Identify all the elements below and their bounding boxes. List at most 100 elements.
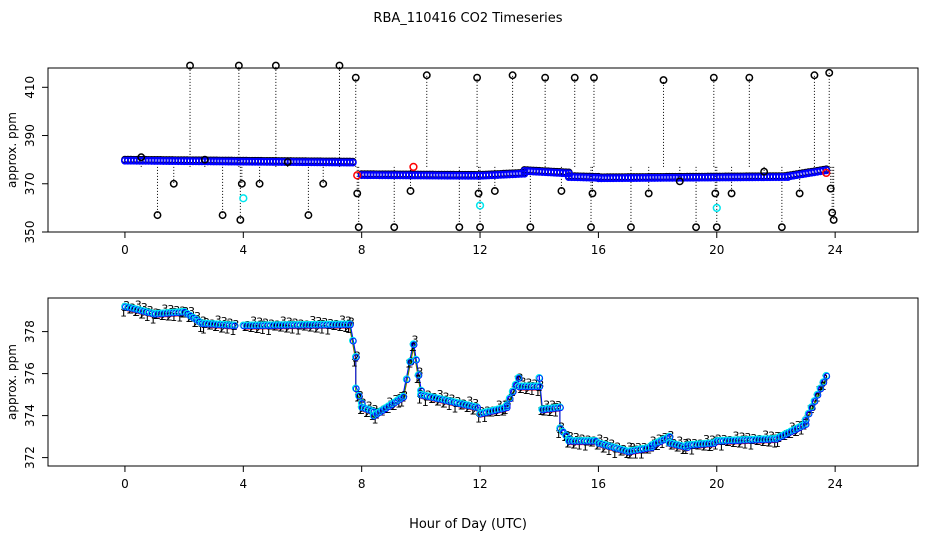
outlier-point <box>153 211 162 220</box>
series-2-marker: 2 <box>441 398 448 411</box>
mean-point-outline <box>808 404 816 412</box>
outlier-point <box>335 61 344 70</box>
series-2-marker: 2 <box>737 438 744 451</box>
series-3-marker: 3 <box>250 315 257 328</box>
series-3-marker: 3 <box>431 391 438 404</box>
series-3-marker: 3 <box>309 314 316 327</box>
mean-point-outline <box>515 375 523 382</box>
averaged-point <box>348 158 357 167</box>
outlier-point <box>826 184 835 193</box>
series-3-marker: 3 <box>437 388 444 401</box>
series-1-marker: 1 <box>259 324 266 337</box>
outlier-point <box>255 179 264 188</box>
series-1-marker: 1 <box>475 412 482 425</box>
outlier-point <box>137 153 146 162</box>
outlier-point <box>557 187 566 195</box>
outlier-point <box>476 223 484 232</box>
x-axis-label: Hour of Day (UTC) <box>409 517 527 532</box>
series-1-marker: 1 <box>289 324 296 337</box>
outlier-point <box>508 71 517 80</box>
y-tick-label: 378 <box>23 320 37 343</box>
series-1-marker: 1 <box>324 324 331 337</box>
series-1-marker: 1 <box>150 314 157 327</box>
x-tick-label: 4 <box>239 243 247 257</box>
series-3-marker: 3 <box>676 434 683 447</box>
x-tick-label: 24 <box>828 477 843 491</box>
series-2-marker: 2 <box>509 386 516 399</box>
series-3-marker: 3 <box>333 318 340 331</box>
series-1-marker: 1 <box>522 384 529 397</box>
plot-frame <box>47 67 919 233</box>
series-3-marker: 3 <box>537 379 544 392</box>
mean-point-outline <box>353 385 360 393</box>
outlier-point <box>354 223 363 232</box>
outlier-point <box>234 61 243 70</box>
x-tick-label: 0 <box>121 243 129 257</box>
series-3-marker: 3 <box>809 401 816 414</box>
series-1-marker: 1 <box>440 398 447 411</box>
series-2-marker: 2 <box>284 323 291 336</box>
series-3-marker: 3 <box>244 319 251 332</box>
series-2-marker: 2 <box>355 391 362 404</box>
outlier-point <box>795 189 804 198</box>
series-1-marker: 1 <box>363 407 370 420</box>
mean-point-outline <box>410 341 418 349</box>
outlier-point <box>709 73 718 82</box>
mean-point-outline <box>503 402 511 410</box>
series-3-marker: 3 <box>155 307 162 320</box>
series-3-marker: 3 <box>135 299 142 312</box>
outlier-point <box>760 167 769 176</box>
series-2-marker: 2 <box>314 322 321 335</box>
outlier-point <box>319 179 328 188</box>
series-2-marker: 2 <box>627 449 634 462</box>
series-1-marker: 1 <box>342 322 349 335</box>
series-3-marker: 3 <box>179 304 186 317</box>
series-1-marker: 1 <box>552 406 559 419</box>
x-tick-label: 20 <box>709 477 724 491</box>
series-3-marker: 3 <box>298 317 305 330</box>
outlier-point <box>406 187 415 195</box>
outlier-point <box>304 211 313 220</box>
series-3-marker: 3 <box>519 376 526 389</box>
red-point <box>409 162 418 172</box>
outlier-point <box>825 68 834 77</box>
outlier-point <box>200 155 209 164</box>
series-1-marker: 1 <box>508 391 515 404</box>
series-2-marker: 2 <box>343 322 350 335</box>
mean-point-outline <box>400 393 408 401</box>
outlier-point <box>186 61 194 70</box>
red-point <box>353 171 362 180</box>
outlier-point <box>473 73 482 82</box>
series-3-marker: 3 <box>408 355 415 368</box>
outlier-point <box>353 189 362 198</box>
outlier-point <box>587 223 595 232</box>
series-3-marker: 3 <box>354 349 361 362</box>
series-3-marker: 3 <box>641 441 648 454</box>
series-2-marker: 2 <box>352 351 359 364</box>
series-1-marker: 1 <box>138 309 145 322</box>
series-2-marker: 2 <box>407 357 414 370</box>
outlier-point <box>829 215 838 224</box>
series-3-marker: 3 <box>596 432 603 445</box>
series-3-marker: 3 <box>558 421 565 434</box>
series-3-marker: 3 <box>721 433 728 446</box>
outlier-point <box>271 61 280 70</box>
series-2-marker: 2 <box>808 403 815 416</box>
outlier-point <box>351 73 360 82</box>
series-1-marker: 1 <box>445 400 452 413</box>
series-3-marker: 3 <box>733 430 740 443</box>
outlier-point <box>828 208 837 217</box>
series-3-marker: 3 <box>357 389 364 402</box>
mean-point-outline <box>350 337 357 345</box>
outlier-point <box>390 223 399 232</box>
series-3-marker: 3 <box>484 405 491 418</box>
x-tick-label: 4 <box>239 477 247 491</box>
x-tick-label: 16 <box>591 243 606 257</box>
mean-point-outline <box>820 379 828 386</box>
outlier-point <box>659 76 668 85</box>
outlier-point <box>422 71 431 80</box>
series-1-marker: 1 <box>469 404 476 417</box>
mean-point-outline <box>817 385 825 393</box>
series-3-marker: 3 <box>274 319 281 332</box>
